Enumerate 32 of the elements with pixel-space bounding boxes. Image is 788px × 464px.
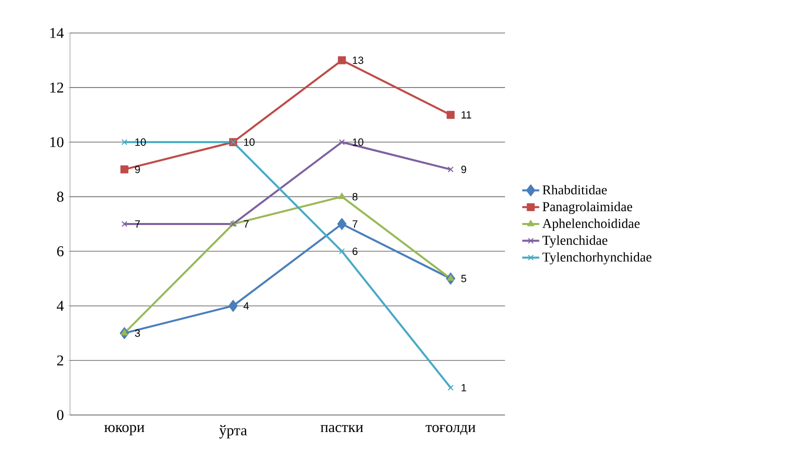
x-tick-label: юкори	[104, 425, 144, 436]
legend-label: Tylenchidae	[542, 235, 608, 248]
data-label: 4	[244, 302, 249, 310]
legend-label: Tylenchorhynchidae	[542, 252, 652, 264]
data-label: 1	[462, 384, 466, 392]
data-label: 13	[352, 56, 364, 64]
data-label: 10	[135, 138, 146, 146]
y-tick-label: 2	[57, 355, 64, 366]
y-tick-label: 14	[50, 28, 64, 38]
data-label: 8	[352, 193, 358, 200]
data-label: 6	[352, 248, 358, 255]
data-label: 11	[462, 111, 472, 118]
data-label: 9	[461, 166, 466, 174]
legend-label: Rhabditidae	[542, 184, 607, 194]
legend-label: Aphelenchoididae	[542, 218, 640, 231]
data-label: 5	[461, 274, 466, 282]
y-tick-label: 4	[56, 300, 64, 311]
y-tick-label: 12	[50, 82, 64, 93]
data-label: 3	[134, 329, 140, 337]
y-tick-label: 8	[57, 192, 64, 202]
x-tick-label: пастки	[320, 425, 364, 432]
y-tick-label: 10	[50, 137, 64, 148]
data-label: 10	[244, 138, 255, 146]
data-label: 10	[352, 138, 364, 146]
y-tick-label: 6	[57, 246, 64, 256]
x-tick-label: тоғолди	[426, 425, 476, 435]
legend-label: Panagrolaimidae	[542, 202, 632, 214]
data-label: 7	[352, 220, 358, 228]
data-label: 9	[135, 166, 140, 174]
y-tick-label: 0	[57, 410, 64, 420]
x-tick-label: ўрта	[219, 425, 247, 438]
data-label: 7	[244, 220, 249, 228]
